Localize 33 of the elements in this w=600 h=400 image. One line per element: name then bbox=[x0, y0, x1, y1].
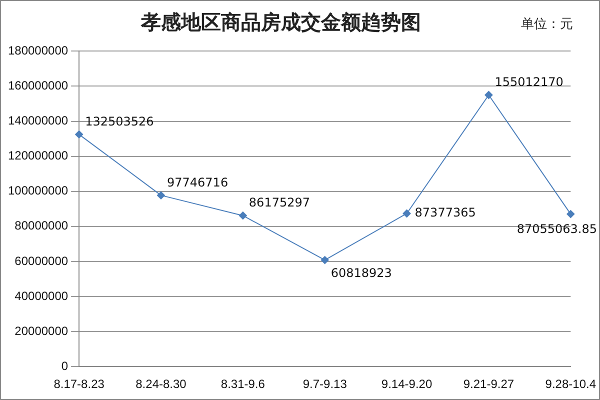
x-tick-label: 9.21-9.27 bbox=[463, 377, 514, 392]
point bbox=[566, 210, 575, 218]
point bbox=[320, 256, 329, 264]
y-tick-label: 80000000 bbox=[14, 218, 68, 233]
x-tick-label: 9.7-9.13 bbox=[302, 377, 348, 392]
y-tick-label: 0 bbox=[61, 358, 68, 373]
chart-title: 孝感地区商品房成交金额趋势图 bbox=[141, 10, 421, 34]
point bbox=[484, 90, 493, 99]
point bbox=[402, 209, 411, 218]
y-tick-label: 160000000 bbox=[8, 78, 68, 93]
point bbox=[75, 130, 84, 138]
y-tick-label: 180000000 bbox=[8, 44, 68, 58]
text: 单位：元 bbox=[521, 16, 573, 33]
data-label: 87377365 bbox=[414, 206, 476, 220]
x-tick-label: 8.17-8.23 bbox=[54, 377, 105, 392]
y-tick-label: 120000000 bbox=[8, 148, 68, 163]
data-label: 60818923 bbox=[330, 266, 392, 280]
y-tick-label: 20000000 bbox=[14, 324, 68, 338]
x-tick-label: 9.14-9.20 bbox=[381, 377, 432, 392]
data-label: 97746716 bbox=[166, 175, 228, 190]
point bbox=[156, 191, 165, 200]
data-label: 155012170 bbox=[494, 75, 564, 90]
y-tick-label: 60000000 bbox=[14, 254, 68, 268]
point bbox=[238, 212, 247, 220]
data-label: 132503526 bbox=[85, 114, 154, 129]
y-tick-label: 40000000 bbox=[14, 288, 68, 303]
data-label: 86175297 bbox=[248, 196, 310, 210]
x-tick-label: 8.31-9.6 bbox=[220, 377, 266, 392]
y-tick-label: 140000000 bbox=[8, 114, 68, 128]
x-tick-label: 8.24-8.30 bbox=[136, 377, 187, 392]
x-tick-label: 9.28-10.4 bbox=[545, 377, 596, 392]
y-tick-label: 100000000 bbox=[8, 184, 68, 198]
data-label: 87055063.85 bbox=[516, 222, 598, 236]
